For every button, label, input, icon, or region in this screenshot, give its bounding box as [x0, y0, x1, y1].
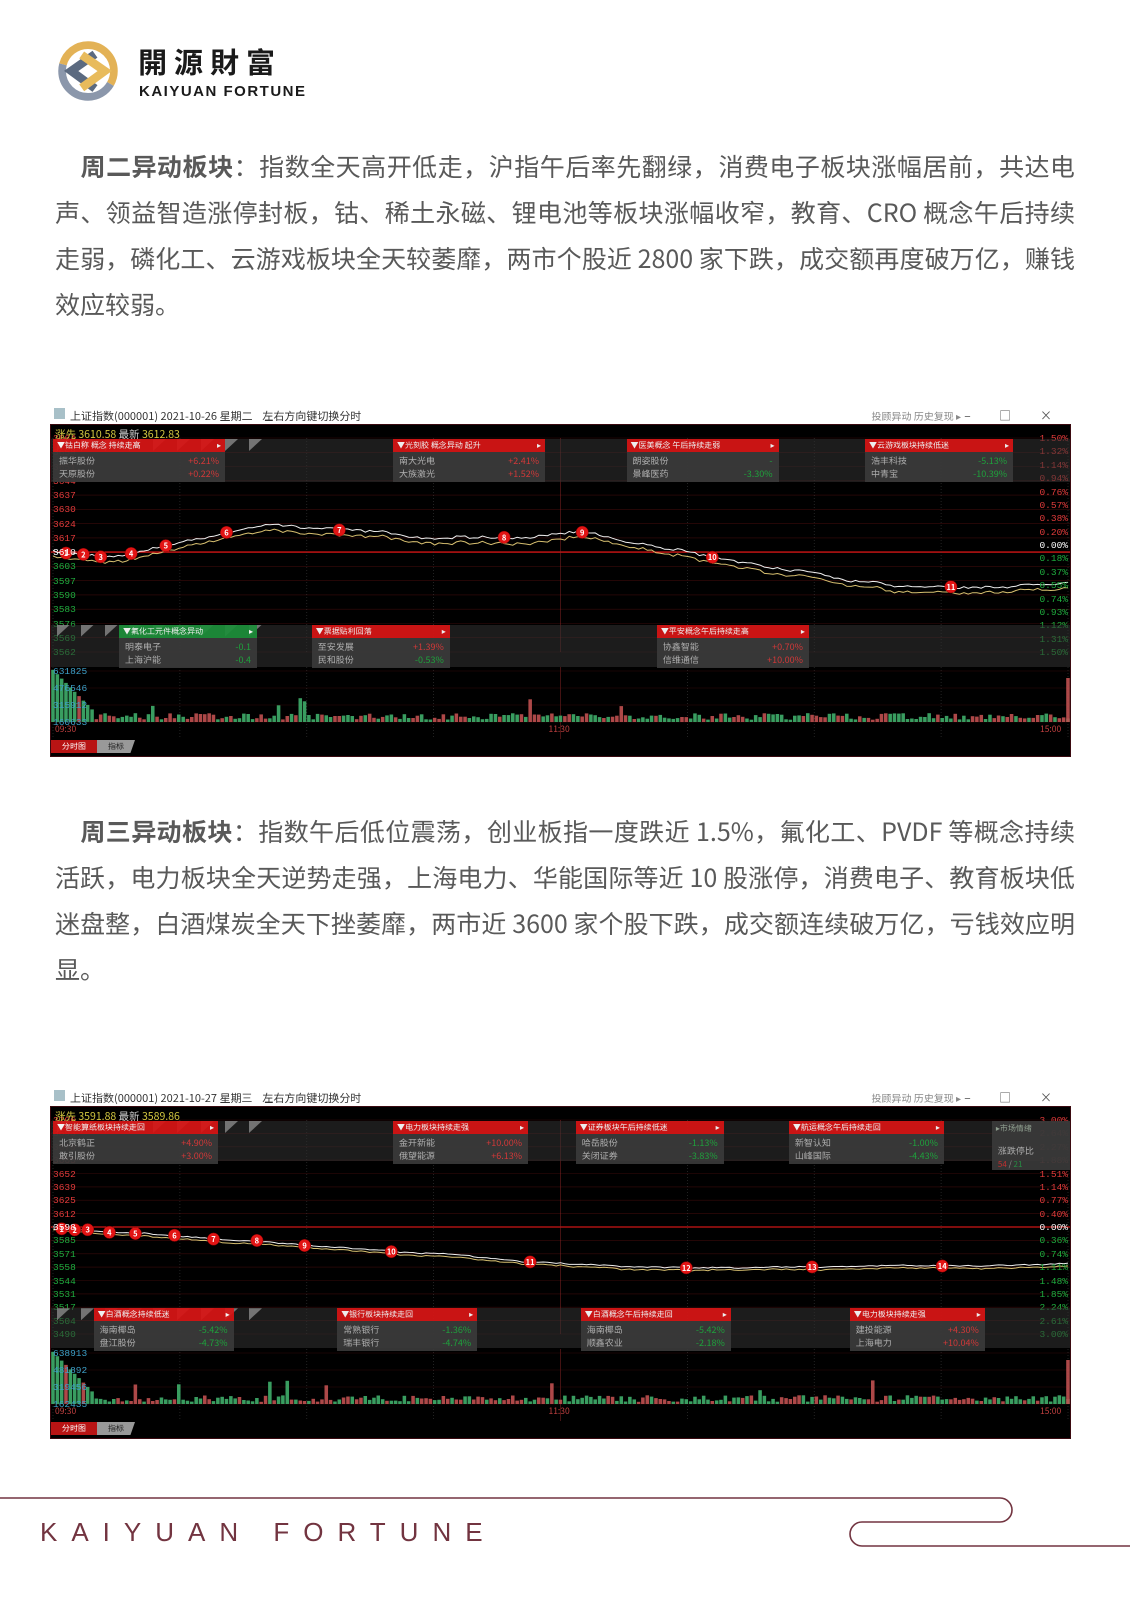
svg-text:5: 5 — [133, 1229, 138, 1240]
svg-text:11: 11 — [946, 582, 955, 593]
svg-text:8: 8 — [502, 532, 507, 543]
svg-text:4: 4 — [129, 549, 134, 560]
svg-text:6: 6 — [224, 527, 229, 538]
svg-text:6: 6 — [172, 1230, 177, 1241]
svg-text:5: 5 — [164, 541, 169, 552]
svg-text:8: 8 — [255, 1236, 260, 1247]
svg-text:9: 9 — [302, 1241, 307, 1252]
svg-text:7: 7 — [211, 1234, 216, 1245]
svg-text:13: 13 — [808, 1262, 817, 1273]
svg-text:3: 3 — [98, 552, 102, 563]
svg-text:4: 4 — [107, 1227, 112, 1238]
svg-text:14: 14 — [938, 1261, 947, 1272]
svg-text:12: 12 — [682, 1263, 691, 1274]
svg-text:11: 11 — [526, 1257, 535, 1268]
svg-text:10: 10 — [387, 1247, 396, 1258]
svg-text:3: 3 — [85, 1225, 89, 1236]
svg-text:7: 7 — [337, 525, 342, 536]
svg-text:2: 2 — [81, 549, 86, 560]
svg-text:9: 9 — [580, 527, 585, 538]
svg-text:KAIYUAN FORTUNE: KAIYUAN FORTUNE — [40, 1517, 497, 1547]
svg-text:10: 10 — [708, 552, 717, 563]
